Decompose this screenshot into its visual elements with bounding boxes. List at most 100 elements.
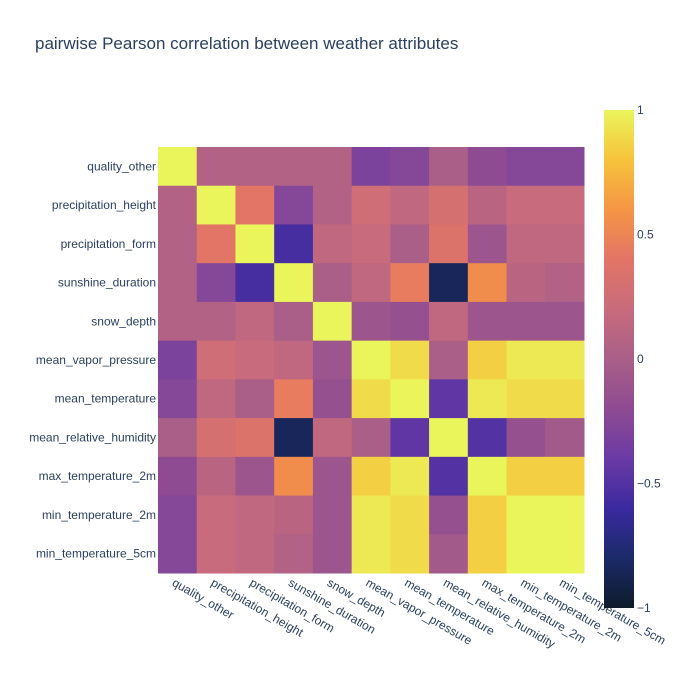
chart-title: pairwise Pearson correlation between wea… [35,34,459,53]
heatmap-cell [235,418,275,458]
heatmap-cell [274,340,314,380]
heatmap-cell [274,534,314,574]
heatmap-cell [506,418,546,458]
heatmap-cell [312,379,353,419]
heatmap-cell [312,340,353,380]
heatmap-cell [351,263,391,303]
heatmap-cell [312,301,353,342]
y-tick-label: quality_other [87,159,156,173]
colorbar-tick-label: 0 [637,352,644,366]
heatmap-cell [390,456,430,497]
y-tick-label: sunshine_duration [58,276,156,290]
heatmap-cell [351,534,391,574]
heatmap-cell [429,495,469,535]
heatmap-cell [467,263,508,303]
heatmap-cell [312,456,353,497]
colorbar-tick-label: −1 [637,601,651,615]
heatmap-cell [312,534,353,574]
heatmap-cell [351,418,391,458]
heatmap-cell [158,534,198,574]
heatmap-cell [158,185,198,225]
heatmap-cell [429,418,469,458]
heatmap-cell [545,534,585,574]
heatmap-cells [158,147,585,574]
colorbar-ticks: 1 0.5 0 −0.5 −1 [637,103,661,615]
heatmap-cell [467,379,508,419]
heatmap-cell [390,495,430,535]
heatmap-cell [545,456,585,497]
heatmap-cell [467,418,508,458]
heatmap-cell [312,263,353,303]
heatmap-cell [196,379,236,419]
heatmap-cell [545,147,585,187]
heatmap-cell [196,301,236,342]
heatmap-cell [390,418,430,458]
heatmap-cell [506,263,546,303]
heatmap-cell [467,147,508,187]
heatmap-cell [274,185,314,225]
heatmap-cell [467,224,508,264]
heatmap-cell [506,340,546,380]
heatmap-cell [274,147,314,187]
heatmap-cell [506,147,546,187]
heatmap-cell [274,224,314,264]
heatmap-cell [545,495,585,535]
y-tick-label: precipitation_form [61,237,156,251]
heatmap-cell [274,379,314,419]
heatmap-cell [351,456,391,497]
heatmap-cell [506,495,546,535]
heatmap-cell [196,147,236,187]
heatmap-cell [429,379,469,419]
heatmap-cell [158,301,198,342]
heatmap-cell [196,456,236,497]
heatmap-cell [351,224,391,264]
heatmap-cell [158,224,198,264]
heatmap-cell [390,340,430,380]
heatmap-cell [506,224,546,264]
heatmap-cell [196,534,236,574]
heatmap-cell [390,534,430,574]
heatmap-cell [351,147,391,187]
heatmap-cell [274,495,314,535]
heatmap-cell [196,495,236,535]
heatmap-cell [196,340,236,380]
heatmap-cell [351,340,391,380]
heatmap-cell [235,185,275,225]
y-tick-label: mean_relative_humidity [29,430,156,444]
y-axis-labels: quality_other precipitation_heightprecipi… [29,159,156,560]
heatmap-cell [506,534,546,574]
heatmap-cell [429,224,469,264]
heatmap-cell [545,185,585,225]
heatmap-cell [158,147,198,187]
heatmap-cell [235,340,275,380]
heatmap-cell [158,495,198,535]
heatmap-cell [467,495,508,535]
heatmap-cell [506,379,546,419]
heatmap-cell [467,301,508,342]
heatmap-cell [196,418,236,458]
heatmap-cell [312,418,353,458]
heatmap-cell [545,263,585,303]
heatmap-cell [545,301,585,342]
heatmap-cell [235,379,275,419]
heatmap-cell [196,185,236,225]
heatmap-cell [390,379,430,419]
heatmap-cell [467,185,508,225]
heatmap-cell [506,301,546,342]
heatmap-cell [545,340,585,380]
heatmap-cell [429,301,469,342]
heatmap-cell [158,379,198,419]
heatmap-cell [506,456,546,497]
heatmap-cell [390,301,430,342]
heatmap-cell [390,263,430,303]
x-axis-labels: quality_otherprecipitation_heightprecipi… [170,575,668,650]
heatmap-cell [235,534,275,574]
heatmap-cell [158,263,198,303]
heatmap-cell [390,224,430,264]
colorbar-tick-label: −0.5 [637,477,661,491]
heatmap-cell [274,456,314,497]
heatmap-cell [235,224,275,264]
heatmap-cell [235,301,275,342]
y-tick-label: max_temperature_2m [39,469,156,483]
